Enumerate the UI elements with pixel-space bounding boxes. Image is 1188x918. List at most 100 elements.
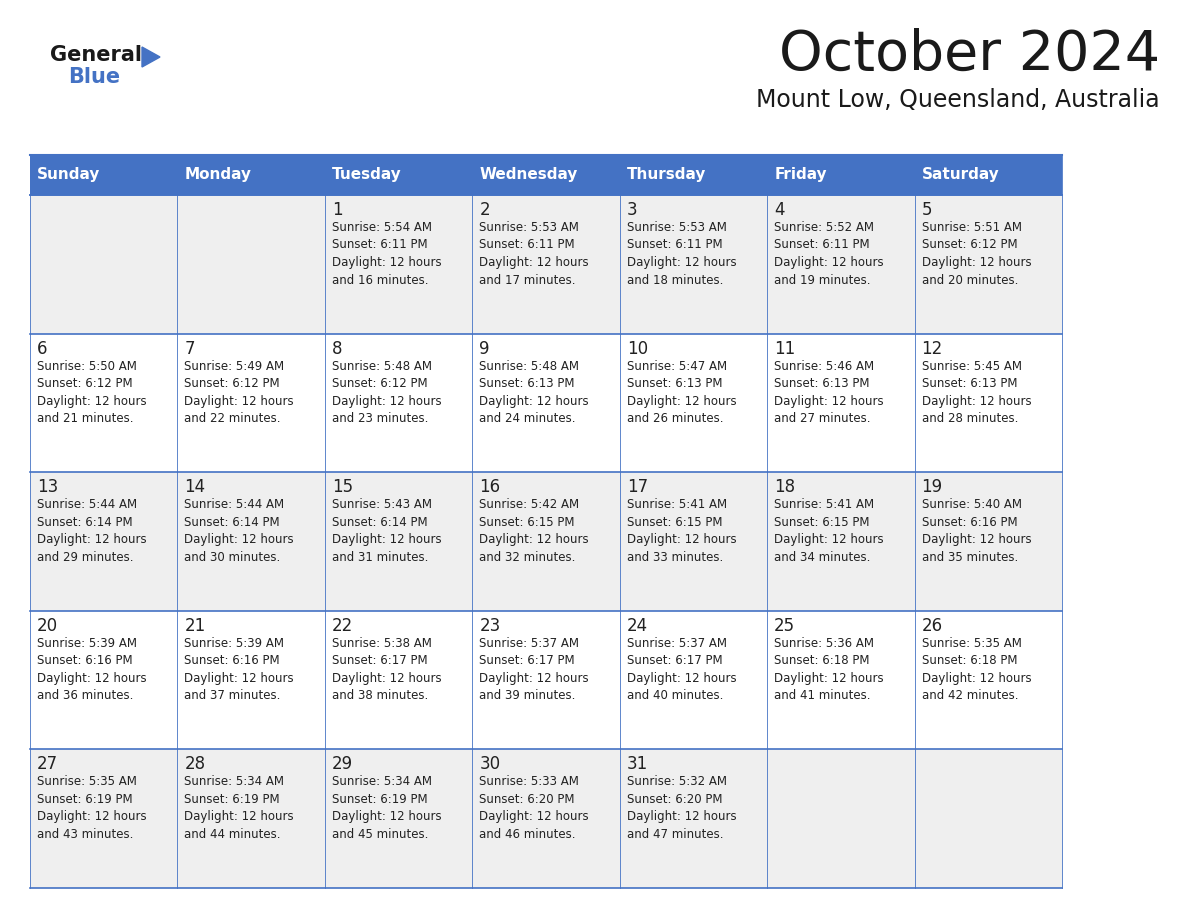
Text: Sunrise: 5:50 AM: Sunrise: 5:50 AM bbox=[37, 360, 137, 373]
Text: and 42 minutes.: and 42 minutes. bbox=[922, 689, 1018, 702]
Text: 10: 10 bbox=[627, 340, 647, 358]
Text: Daylight: 12 hours: Daylight: 12 hours bbox=[922, 533, 1031, 546]
Bar bbox=[767, 749, 915, 888]
Text: Sunrise: 5:37 AM: Sunrise: 5:37 AM bbox=[479, 637, 580, 650]
Text: Sunrise: 5:34 AM: Sunrise: 5:34 AM bbox=[331, 776, 432, 789]
Text: 23: 23 bbox=[479, 617, 500, 635]
Text: Daylight: 12 hours: Daylight: 12 hours bbox=[331, 256, 442, 269]
Text: Sunset: 6:19 PM: Sunset: 6:19 PM bbox=[331, 793, 428, 806]
Text: Daylight: 12 hours: Daylight: 12 hours bbox=[922, 395, 1031, 408]
Bar bbox=[620, 333, 767, 472]
Text: Sunset: 6:17 PM: Sunset: 6:17 PM bbox=[479, 655, 575, 667]
Bar bbox=[324, 472, 473, 610]
Bar bbox=[915, 333, 1062, 472]
Text: General: General bbox=[50, 45, 143, 65]
Text: Sunset: 6:12 PM: Sunset: 6:12 PM bbox=[922, 239, 1017, 252]
Text: and 35 minutes.: and 35 minutes. bbox=[922, 551, 1018, 564]
Text: Sunrise: 5:34 AM: Sunrise: 5:34 AM bbox=[184, 776, 284, 789]
Text: Sunrise: 5:37 AM: Sunrise: 5:37 AM bbox=[627, 637, 727, 650]
Text: and 41 minutes.: and 41 minutes. bbox=[775, 689, 871, 702]
Text: Monday: Monday bbox=[184, 167, 252, 183]
Text: and 29 minutes.: and 29 minutes. bbox=[37, 551, 133, 564]
Text: Sunset: 6:14 PM: Sunset: 6:14 PM bbox=[331, 516, 428, 529]
Text: Daylight: 12 hours: Daylight: 12 hours bbox=[627, 256, 737, 269]
Bar bbox=[324, 155, 473, 195]
Bar bbox=[177, 333, 324, 472]
Text: Sunset: 6:20 PM: Sunset: 6:20 PM bbox=[627, 793, 722, 806]
Text: Sunset: 6:11 PM: Sunset: 6:11 PM bbox=[775, 239, 870, 252]
Text: Daylight: 12 hours: Daylight: 12 hours bbox=[184, 811, 295, 823]
Text: Daylight: 12 hours: Daylight: 12 hours bbox=[479, 533, 589, 546]
Text: 6: 6 bbox=[37, 340, 48, 358]
Text: 13: 13 bbox=[37, 478, 58, 497]
Text: and 22 minutes.: and 22 minutes. bbox=[184, 412, 280, 425]
Text: Sunrise: 5:40 AM: Sunrise: 5:40 AM bbox=[922, 498, 1022, 511]
Text: Daylight: 12 hours: Daylight: 12 hours bbox=[184, 395, 295, 408]
Text: 12: 12 bbox=[922, 340, 943, 358]
Text: and 37 minutes.: and 37 minutes. bbox=[184, 689, 280, 702]
Bar bbox=[473, 749, 620, 888]
Text: and 19 minutes.: and 19 minutes. bbox=[775, 274, 871, 286]
Text: and 20 minutes.: and 20 minutes. bbox=[922, 274, 1018, 286]
Bar bbox=[620, 195, 767, 333]
Text: 2: 2 bbox=[479, 201, 489, 219]
Text: Sunset: 6:11 PM: Sunset: 6:11 PM bbox=[627, 239, 722, 252]
Bar bbox=[620, 610, 767, 749]
Bar bbox=[30, 610, 177, 749]
Text: Sunrise: 5:42 AM: Sunrise: 5:42 AM bbox=[479, 498, 580, 511]
Text: Sunrise: 5:48 AM: Sunrise: 5:48 AM bbox=[331, 360, 432, 373]
Text: and 16 minutes.: and 16 minutes. bbox=[331, 274, 429, 286]
Text: and 30 minutes.: and 30 minutes. bbox=[184, 551, 280, 564]
Text: 1: 1 bbox=[331, 201, 342, 219]
Text: Sunrise: 5:45 AM: Sunrise: 5:45 AM bbox=[922, 360, 1022, 373]
Text: and 27 minutes.: and 27 minutes. bbox=[775, 412, 871, 425]
Text: 9: 9 bbox=[479, 340, 489, 358]
Bar bbox=[324, 333, 473, 472]
Text: 7: 7 bbox=[184, 340, 195, 358]
Text: Daylight: 12 hours: Daylight: 12 hours bbox=[479, 395, 589, 408]
Text: Sunrise: 5:38 AM: Sunrise: 5:38 AM bbox=[331, 637, 431, 650]
Text: 20: 20 bbox=[37, 617, 58, 635]
Bar bbox=[30, 195, 177, 333]
Text: 30: 30 bbox=[479, 756, 500, 773]
Text: Sunset: 6:17 PM: Sunset: 6:17 PM bbox=[331, 655, 428, 667]
Text: Sunrise: 5:43 AM: Sunrise: 5:43 AM bbox=[331, 498, 432, 511]
Text: Saturday: Saturday bbox=[922, 167, 999, 183]
Text: Sunset: 6:16 PM: Sunset: 6:16 PM bbox=[922, 516, 1017, 529]
Text: Sunrise: 5:32 AM: Sunrise: 5:32 AM bbox=[627, 776, 727, 789]
Text: Daylight: 12 hours: Daylight: 12 hours bbox=[331, 672, 442, 685]
Text: Sunset: 6:14 PM: Sunset: 6:14 PM bbox=[37, 516, 133, 529]
Bar bbox=[767, 472, 915, 610]
Text: 31: 31 bbox=[627, 756, 647, 773]
Bar bbox=[177, 195, 324, 333]
Text: and 36 minutes.: and 36 minutes. bbox=[37, 689, 133, 702]
Text: Sunrise: 5:52 AM: Sunrise: 5:52 AM bbox=[775, 221, 874, 234]
Text: Daylight: 12 hours: Daylight: 12 hours bbox=[37, 811, 146, 823]
Text: Sunrise: 5:41 AM: Sunrise: 5:41 AM bbox=[627, 498, 727, 511]
Text: Sunrise: 5:35 AM: Sunrise: 5:35 AM bbox=[922, 637, 1022, 650]
Text: and 45 minutes.: and 45 minutes. bbox=[331, 828, 428, 841]
Bar bbox=[767, 333, 915, 472]
Bar bbox=[30, 749, 177, 888]
Bar bbox=[915, 155, 1062, 195]
Text: Sunset: 6:13 PM: Sunset: 6:13 PM bbox=[479, 377, 575, 390]
Bar bbox=[473, 155, 620, 195]
Text: Sunset: 6:15 PM: Sunset: 6:15 PM bbox=[775, 516, 870, 529]
Bar bbox=[915, 195, 1062, 333]
Bar bbox=[915, 472, 1062, 610]
Text: Daylight: 12 hours: Daylight: 12 hours bbox=[775, 672, 884, 685]
Text: and 39 minutes.: and 39 minutes. bbox=[479, 689, 576, 702]
Text: Daylight: 12 hours: Daylight: 12 hours bbox=[775, 533, 884, 546]
Text: and 17 minutes.: and 17 minutes. bbox=[479, 274, 576, 286]
Text: Sunset: 6:18 PM: Sunset: 6:18 PM bbox=[775, 655, 870, 667]
Text: Sunrise: 5:33 AM: Sunrise: 5:33 AM bbox=[479, 776, 580, 789]
Text: 27: 27 bbox=[37, 756, 58, 773]
Text: 28: 28 bbox=[184, 756, 206, 773]
Text: Daylight: 12 hours: Daylight: 12 hours bbox=[37, 395, 146, 408]
Text: and 23 minutes.: and 23 minutes. bbox=[331, 412, 428, 425]
Text: Sunset: 6:16 PM: Sunset: 6:16 PM bbox=[184, 655, 280, 667]
Text: Daylight: 12 hours: Daylight: 12 hours bbox=[627, 811, 737, 823]
Text: Sunrise: 5:44 AM: Sunrise: 5:44 AM bbox=[37, 498, 137, 511]
Text: and 46 minutes.: and 46 minutes. bbox=[479, 828, 576, 841]
Bar bbox=[915, 749, 1062, 888]
